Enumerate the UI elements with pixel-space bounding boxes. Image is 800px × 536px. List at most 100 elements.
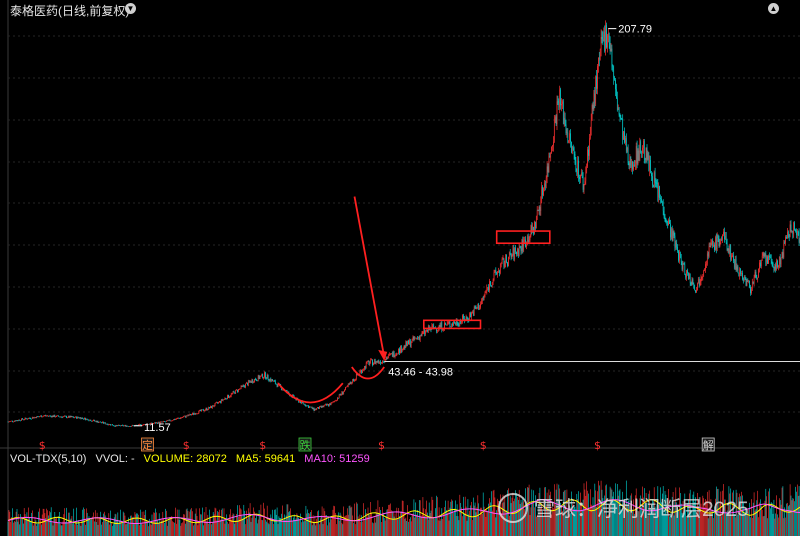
volume-bar: [676, 502, 678, 536]
volume-bar: [131, 517, 133, 536]
volume-bar: [97, 524, 99, 536]
candle-body: [255, 379, 256, 381]
volume-bar: [89, 519, 91, 536]
candle-body: [343, 391, 345, 394]
volume-bar: [793, 498, 795, 536]
volume-bar: [401, 500, 403, 536]
collapse-icon[interactable]: ▲: [768, 3, 779, 14]
candle-body: [117, 425, 119, 427]
volume-bar: [653, 487, 655, 536]
volume-bar: [679, 487, 680, 536]
volume-bar: [524, 509, 525, 536]
volume-bar: [787, 506, 789, 536]
volume-bar: [537, 504, 539, 536]
candle-body: [336, 400, 337, 402]
volume-bar: [313, 522, 315, 536]
candle-body: [154, 422, 156, 424]
candle-body: [527, 236, 529, 242]
candle-body: [518, 246, 520, 256]
volume-bar: [563, 490, 565, 536]
volume-bar: [741, 491, 742, 536]
candle-body: [695, 290, 696, 292]
volume-bar: [232, 513, 234, 536]
candle-body: [111, 424, 112, 426]
candle-body: [439, 325, 441, 327]
volume-bar: [383, 518, 385, 536]
volume-bar: [795, 486, 796, 536]
volume-bar: [632, 509, 633, 536]
candle-body: [526, 244, 527, 247]
volume-bar: [760, 499, 761, 536]
volume-bar: [203, 512, 205, 536]
volume-bar: [528, 484, 530, 536]
high-label: 207.79: [618, 24, 652, 36]
vol-ma10-line: [7, 499, 800, 524]
candle-body: [712, 240, 714, 247]
volume-bar: [473, 505, 475, 536]
volume-bar: [111, 522, 112, 536]
volume-bar: [640, 495, 642, 536]
range-label: 43.46 - 43.98: [388, 366, 453, 378]
volume-bar: [79, 524, 81, 536]
volume-bar: [98, 517, 100, 536]
volume-bar: [237, 505, 238, 536]
volume-bar: [604, 495, 606, 536]
candle-body: [270, 378, 272, 382]
volume-bar: [18, 514, 20, 536]
volume-bar: [408, 521, 409, 536]
volume-bar: [267, 522, 269, 536]
candle-body: [571, 141, 572, 153]
volume-bar: [462, 516, 463, 536]
volume-bar: [774, 518, 776, 536]
vol-legend-vvol: VVOL: -: [95, 453, 135, 465]
candle-body: [644, 158, 646, 161]
candle-body: [320, 406, 322, 408]
candle-body: [550, 152, 552, 158]
candle-body: [204, 409, 206, 411]
volume-bar: [327, 525, 328, 536]
candle-body: [86, 418, 88, 420]
volume-bar: [75, 521, 76, 536]
volume-bar: [739, 493, 741, 536]
volume-bar: [12, 508, 13, 536]
candle-body: [594, 93, 596, 104]
volume-bar: [181, 523, 183, 536]
volume-bar: [554, 504, 556, 536]
candle-body: [614, 77, 615, 80]
volume-bar: [422, 497, 424, 536]
candle-body: [88, 420, 90, 422]
chevron-down-icon[interactable]: ▼: [125, 3, 136, 14]
candle-body: [596, 76, 597, 89]
volume-bar: [688, 499, 689, 536]
volume-bar: [748, 509, 750, 536]
candle-body: [376, 361, 378, 363]
candle-body: [149, 423, 151, 425]
candle-body: [177, 417, 179, 419]
candle-body: [121, 425, 123, 426]
candle-body: [235, 389, 237, 394]
volume-bar: [763, 515, 765, 536]
candle-body: [548, 155, 550, 173]
candle-body: [157, 422, 158, 424]
candle-body: [787, 231, 789, 237]
volume-bar: [544, 487, 545, 536]
volume-bar: [49, 512, 51, 536]
volume-bar: [628, 498, 630, 536]
candle-body: [406, 342, 408, 346]
volume-bar: [649, 490, 651, 536]
volume-bar: [337, 515, 338, 536]
volume-bar: [718, 515, 720, 536]
candle-body: [498, 270, 499, 272]
candle-body: [24, 417, 26, 420]
volume-bar: [368, 513, 370, 536]
candle-body: [222, 399, 224, 401]
volume-bar: [490, 491, 492, 536]
candle-body: [751, 281, 753, 290]
volume-bar: [365, 512, 367, 536]
volume-bar: [715, 498, 716, 536]
volume-bar: [565, 514, 567, 536]
candle-body: [166, 420, 168, 422]
candle-body: [247, 380, 249, 386]
volume-bar: [264, 508, 265, 536]
